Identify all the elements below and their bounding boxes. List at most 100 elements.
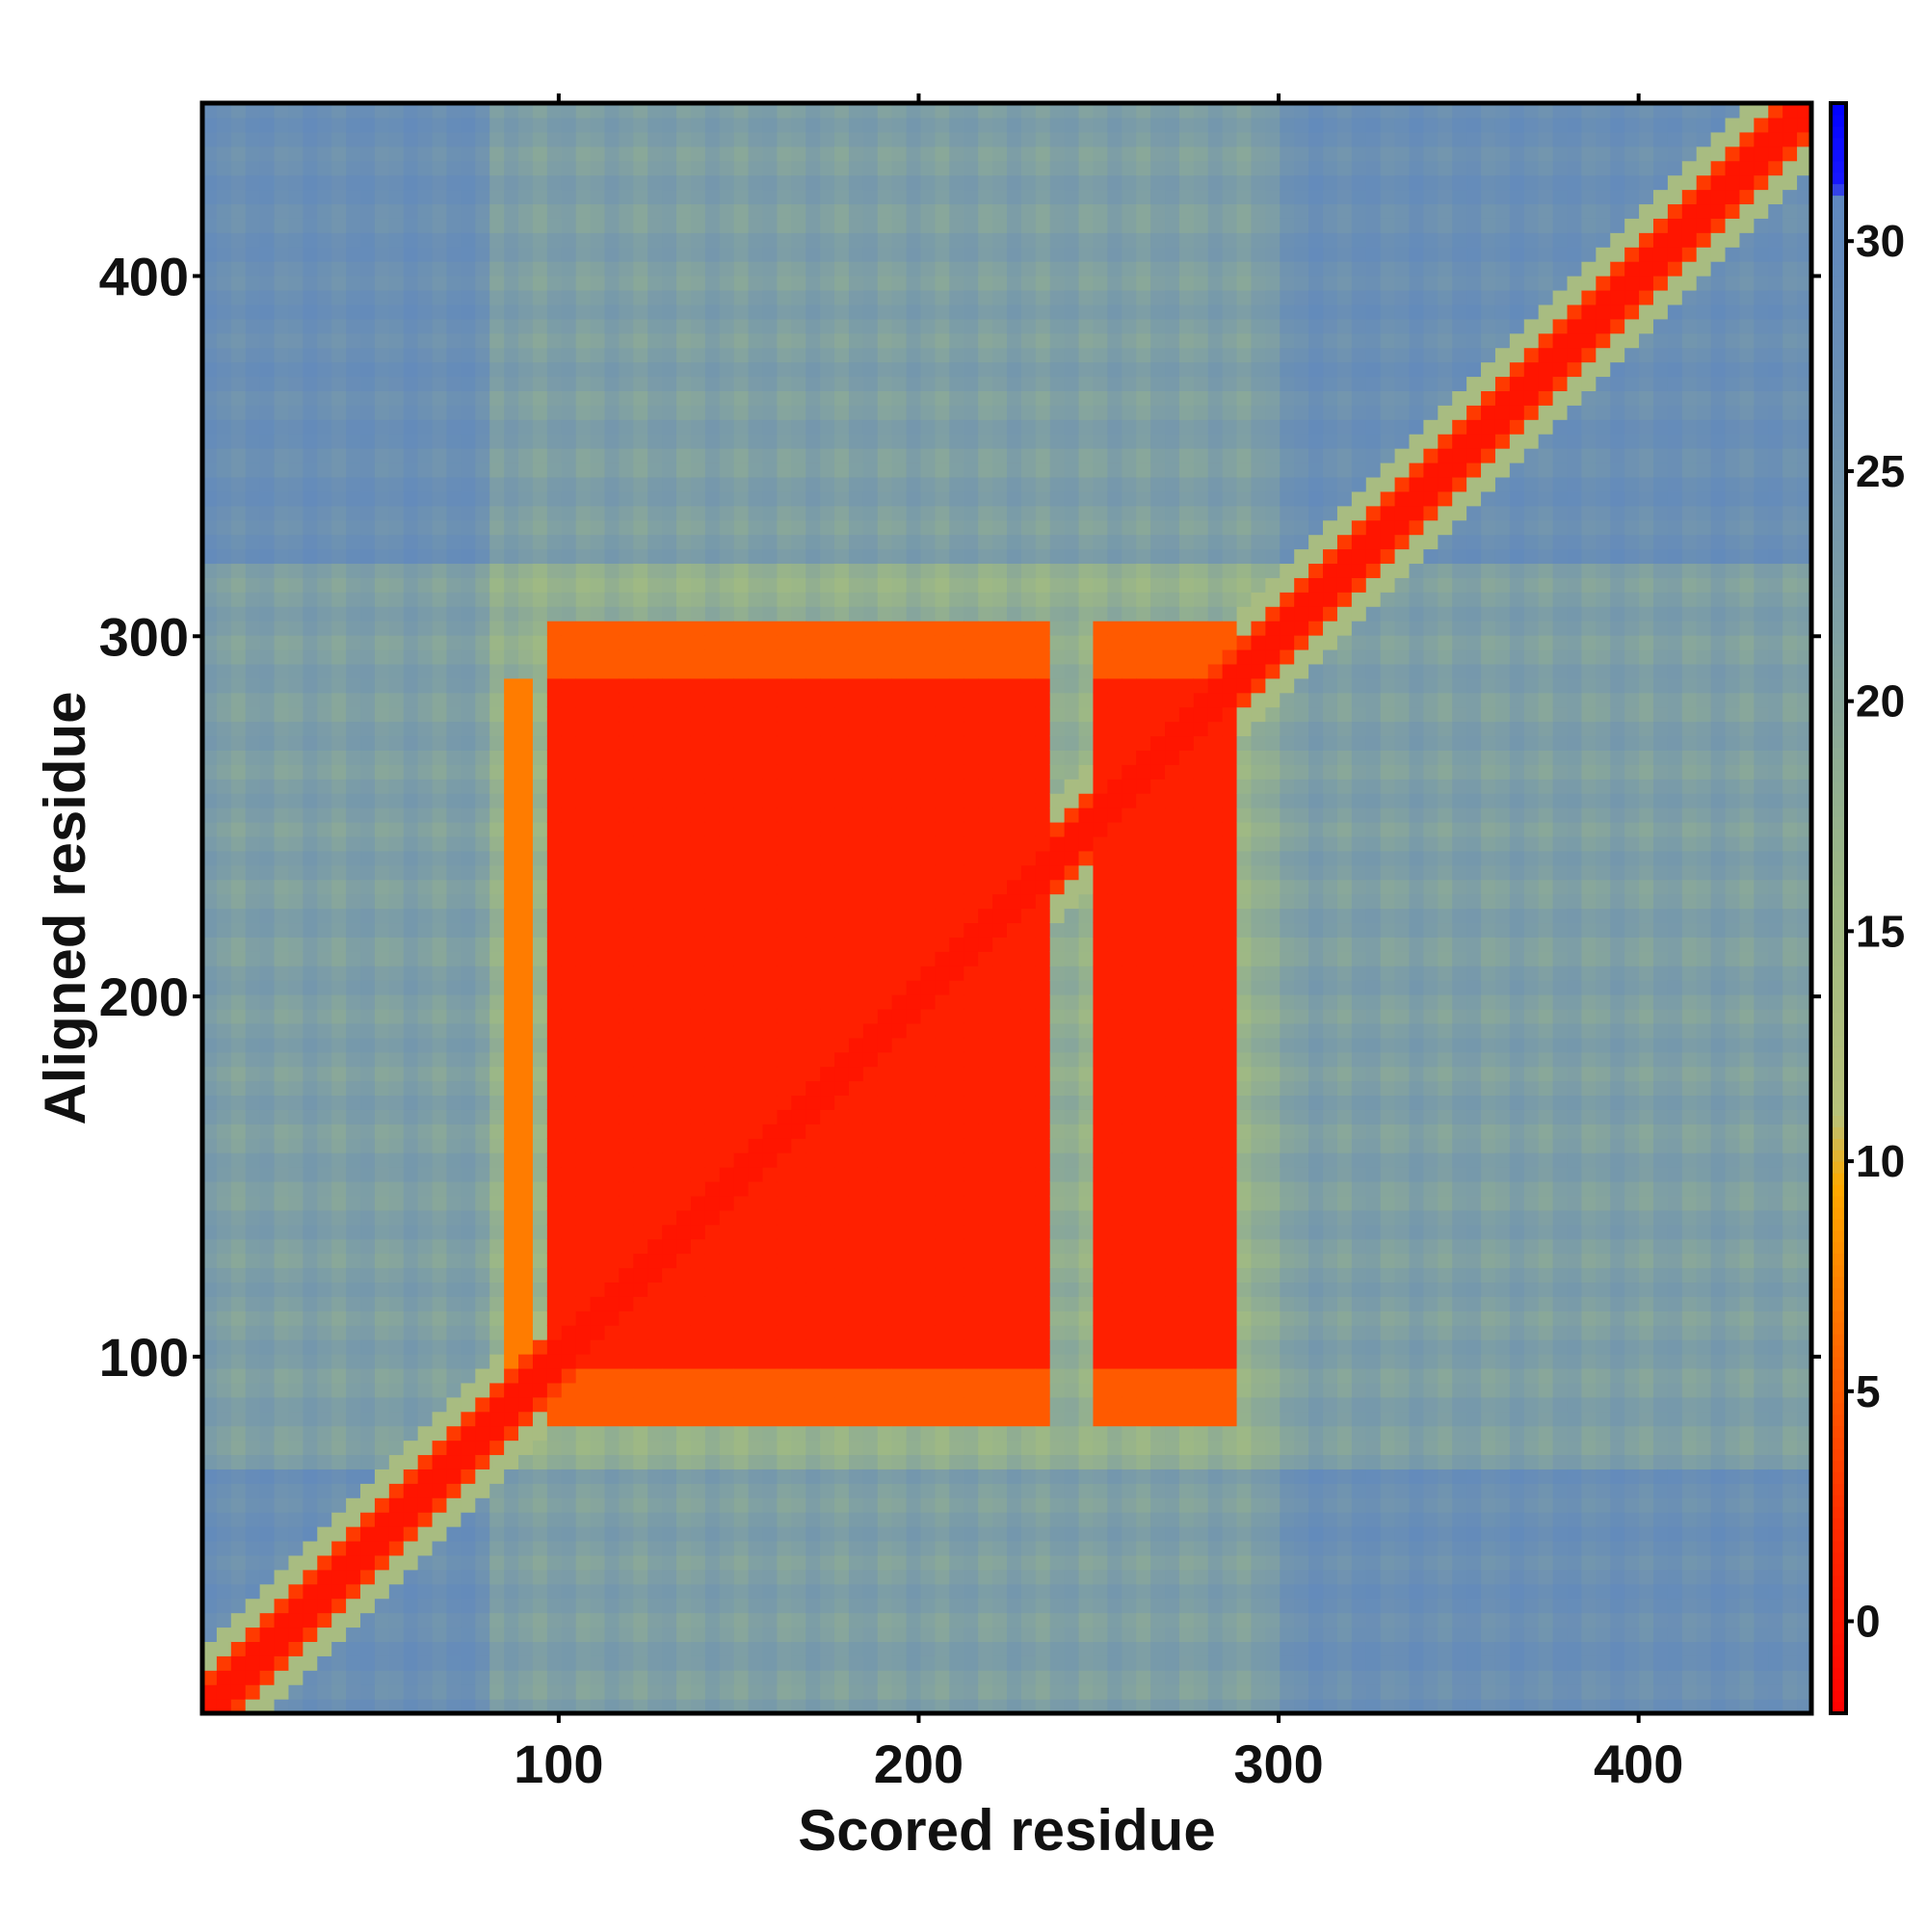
heatmap-cell [461,1195,476,1211]
heatmap-cell [504,1095,519,1110]
heatmap-cell [820,1325,835,1340]
heatmap-cell [202,1209,218,1226]
heatmap-cell [518,1583,534,1600]
heatmap-cell [374,1037,390,1053]
heatmap-cell [360,1367,376,1384]
heatmap-cell [748,318,764,334]
heatmap-cell [704,1138,721,1153]
heatmap-cell [791,621,806,636]
heatmap-cell [489,1253,505,1269]
heatmap-cell [532,951,548,966]
heatmap-cell [475,735,490,751]
heatmap-cell [834,1008,850,1024]
heatmap-cell [748,1641,764,1656]
heatmap-cell [245,1526,261,1542]
heatmap-cell [791,1296,806,1311]
heatmap-cell [446,1167,462,1182]
heatmap-cell [719,1699,735,1714]
heatmap-cell [202,908,218,924]
heatmap-cell [245,1598,261,1614]
heatmap-cell [633,1598,648,1614]
heatmap-cell [546,462,563,478]
heatmap-cell [230,1022,247,1039]
heatmap-cell [432,835,448,852]
heatmap-cell [561,1195,577,1211]
heatmap-cell [346,203,361,219]
heatmap-cell [202,821,218,837]
heatmap-cell [575,864,592,881]
heatmap-cell [504,1627,519,1642]
heatmap-cell [432,347,448,363]
heatmap-cell [403,779,419,794]
heatmap-cell [619,621,634,636]
heatmap-cell [532,793,548,808]
heatmap-cell [388,332,405,349]
heatmap-cell [317,1008,332,1024]
heatmap-cell [834,1699,850,1714]
heatmap-cell [546,146,563,162]
heatmap-cell [360,1282,376,1297]
heatmap-cell [748,1396,764,1413]
heatmap-cell [733,289,750,305]
heatmap-cell [518,146,534,162]
heatmap-cell [791,1282,806,1297]
heatmap-cell [619,218,634,233]
heatmap-cell [791,434,806,449]
heatmap-cell [805,1095,821,1110]
heatmap-cell [604,908,620,924]
heatmap-cell [259,490,276,507]
heatmap-cell [374,1152,390,1168]
heatmap-cell [331,1554,347,1571]
heatmap-cell [777,1180,792,1197]
heatmap-cell [590,318,606,334]
heatmap-cell [704,1224,721,1240]
heatmap-cell [417,937,434,952]
heatmap-cell [690,189,706,205]
heatmap-cell [317,750,332,765]
heatmap-cell [432,1512,448,1527]
heatmap-cell [690,1224,706,1240]
heatmap-cell [575,1195,592,1211]
heatmap-cell [374,879,390,895]
heatmap-cell [561,937,577,952]
heatmap-cell [259,117,276,133]
heatmap-cell [288,793,304,808]
heatmap-cell [619,1612,634,1628]
heatmap-cell [733,490,750,507]
heatmap-cell [561,980,577,995]
heatmap-cell [475,1109,490,1125]
heatmap-cell [331,764,347,780]
heatmap-cell [777,1138,792,1153]
heatmap-cell [805,1339,821,1355]
heatmap-cell [590,218,606,233]
heatmap-cell [504,261,519,277]
heatmap-cell [202,1282,218,1297]
heatmap-cell [489,1569,505,1585]
heatmap-cell [633,276,648,291]
heatmap-cell [546,1554,563,1571]
heatmap-cell [604,304,620,320]
heatmap-cell [748,1253,764,1269]
heatmap-cell [360,793,376,808]
heatmap-cell [719,663,735,679]
heatmap-cell [561,621,577,636]
heatmap-cell [791,1224,806,1240]
heatmap-cell [805,1641,821,1656]
heatmap-cell [230,864,247,881]
heatmap-cell [532,1684,548,1700]
heatmap-cell [202,347,218,363]
heatmap-cell [446,1670,462,1685]
heatmap-cell [733,276,750,291]
heatmap-cell [288,980,304,995]
heatmap-cell [590,1325,606,1340]
heatmap-cell [704,937,721,952]
heatmap-cell [518,347,534,363]
heatmap-cell [834,1440,850,1456]
heatmap-cell [532,174,548,191]
heatmap-cell [561,476,577,492]
heatmap-cell [748,879,764,895]
heatmap-cell [331,735,347,751]
heatmap-cell [288,663,304,679]
heatmap-cell [604,376,620,391]
heatmap-cell [590,1411,606,1427]
